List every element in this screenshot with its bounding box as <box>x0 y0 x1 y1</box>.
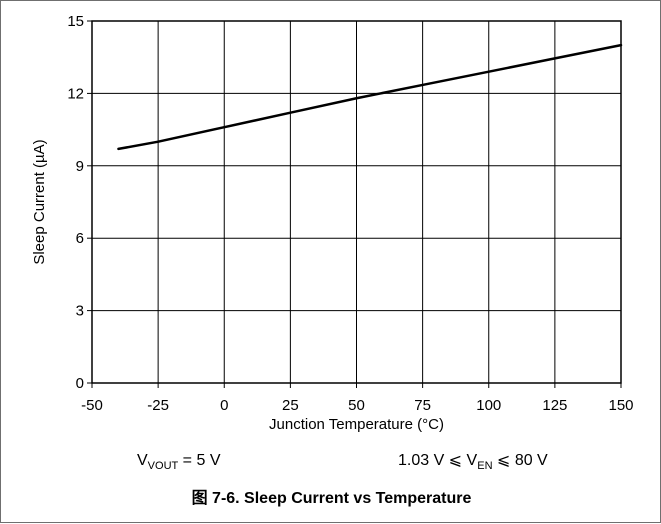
vout-subscript: VOUT <box>147 460 179 472</box>
sleep-current-series-line <box>117 43 623 151</box>
x-tick-label-8: 150 <box>608 397 633 414</box>
y-tick-label-3: 9 <box>76 158 84 175</box>
y-tick-label-1: 3 <box>76 303 84 320</box>
x-tick-label-2: 0 <box>220 397 228 414</box>
y-tick-label-0: 0 <box>76 375 84 392</box>
ven-suffix: ⩽ 80 V <box>492 452 548 469</box>
vout-prefix: V <box>137 452 148 469</box>
ven-condition-label: 1.03 V ⩽ VEN ⩽ 80 V <box>398 451 548 472</box>
x-tick-label-7: 125 <box>542 397 567 414</box>
vout-condition-label: VVOUT = 5 V <box>137 451 220 472</box>
tick-label-layer: -50 -25 0 25 50 75 100 125 150 0 3 6 9 12 15 <box>67 13 633 414</box>
ven-subscript: EN <box>477 460 493 472</box>
y-tick-label-4: 12 <box>67 85 84 102</box>
grid-layer <box>87 20 622 388</box>
x-tick-label-5: 75 <box>414 397 431 414</box>
x-tick-label-6: 100 <box>476 397 501 414</box>
y-axis-title: Sleep Current (µA) <box>31 139 48 264</box>
x-tick-label-4: 50 <box>348 397 365 414</box>
x-tick-label-1: -25 <box>147 397 169 414</box>
x-tick-label-3: 25 <box>282 397 299 414</box>
y-tick-label-2: 6 <box>76 230 84 247</box>
vout-suffix: = 5 V <box>178 452 221 469</box>
plot-area <box>91 20 622 384</box>
ven-prefix: 1.03 V ⩽ V <box>398 452 478 469</box>
figure-caption: 图 7-6. Sleep Current vs Temperature <box>191 490 472 507</box>
x-axis-title: Junction Temperature (°C) <box>269 416 444 433</box>
x-tick-label-0: -50 <box>81 397 103 414</box>
y-tick-label-5: 15 <box>67 13 84 30</box>
